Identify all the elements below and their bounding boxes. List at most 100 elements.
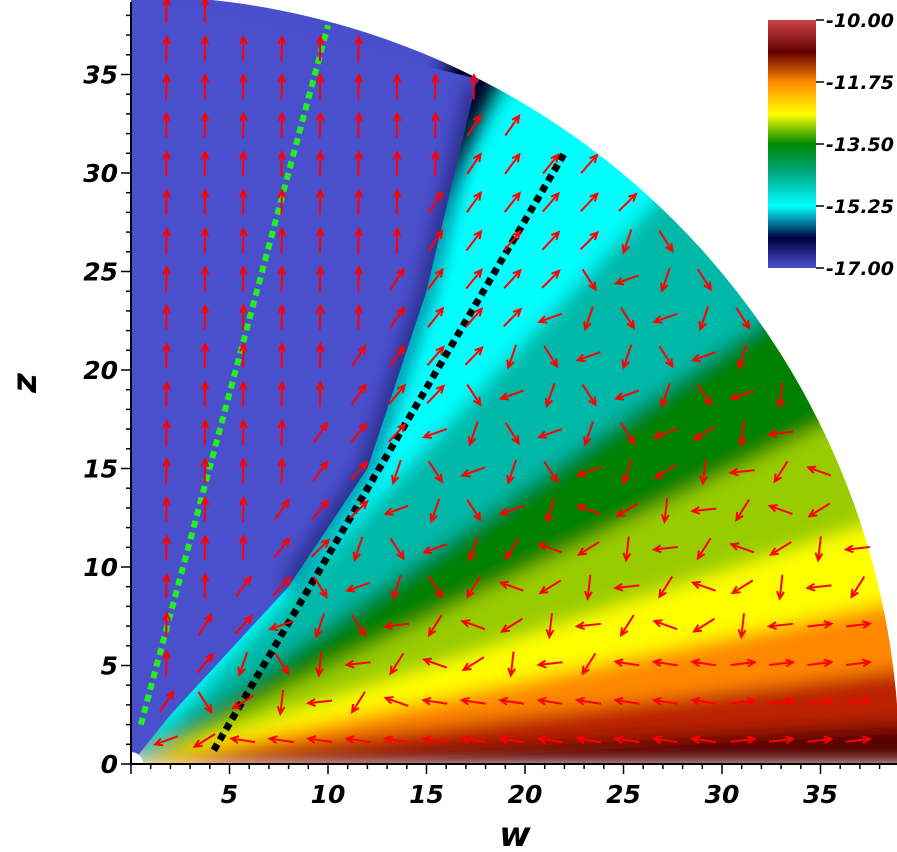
vector-arrow bbox=[692, 617, 715, 633]
vector-arrow bbox=[807, 620, 834, 629]
vector-arrow bbox=[421, 735, 448, 744]
x-tick-label: 25 bbox=[606, 780, 641, 809]
vector-arrow bbox=[345, 581, 371, 593]
vector-arrow bbox=[461, 656, 485, 672]
vector-arrow bbox=[354, 265, 364, 292]
vector-arrow bbox=[581, 383, 597, 407]
vector-arrow bbox=[466, 190, 483, 213]
vector-arrow bbox=[807, 696, 834, 706]
vector-arrow bbox=[498, 389, 524, 401]
vector-arrow bbox=[277, 73, 287, 100]
vector-arrow bbox=[613, 658, 640, 668]
vector-arrow bbox=[807, 658, 834, 668]
vector-arrow bbox=[730, 696, 757, 706]
vector-arrow bbox=[845, 735, 873, 745]
x-tick-label: 15 bbox=[409, 780, 444, 809]
vector-arrow bbox=[466, 113, 482, 137]
vector-arrow bbox=[344, 735, 371, 744]
vector-arrow bbox=[349, 460, 369, 482]
vector-arrow bbox=[354, 34, 364, 61]
vector-arrow bbox=[162, 572, 171, 599]
vector-arrow bbox=[277, 303, 287, 330]
colorbar: -10.00 -11.75 -13.50 -15.25 -17.00 bbox=[768, 10, 894, 280]
vector-arrow bbox=[459, 696, 486, 706]
vector-arrow bbox=[503, 268, 522, 289]
vector-arrow bbox=[690, 351, 716, 363]
vector-arrow bbox=[277, 457, 287, 484]
vector-arrow bbox=[500, 617, 523, 633]
colorbar-tick-label: -17.00 bbox=[826, 258, 894, 280]
colorbar-tick-label: -10.00 bbox=[826, 10, 894, 32]
vector-arrow bbox=[537, 542, 563, 554]
vector-arrow bbox=[583, 421, 594, 447]
vector-arrow bbox=[658, 230, 674, 253]
vector-arrow bbox=[541, 230, 561, 251]
vector-arrow bbox=[315, 34, 325, 61]
vector-arrow bbox=[613, 735, 640, 744]
vector-arrow bbox=[428, 576, 444, 599]
vector-arrow bbox=[690, 735, 717, 744]
vector-arrow bbox=[200, 149, 210, 177]
vector-arrow bbox=[162, 0, 171, 23]
vector-arrow bbox=[392, 111, 402, 138]
y-tick-label: 5 bbox=[101, 652, 118, 681]
vector-arrow bbox=[200, 380, 210, 407]
vector-arrow bbox=[350, 421, 368, 444]
vector-arrow bbox=[729, 542, 755, 554]
vector-arrow bbox=[314, 613, 325, 639]
vector-arrow bbox=[388, 383, 407, 405]
vector-arrow bbox=[651, 696, 678, 706]
vector-arrow bbox=[268, 620, 294, 631]
vector-arrow bbox=[542, 153, 560, 175]
vector-arrow bbox=[579, 230, 600, 251]
funnel-edge bbox=[284, 83, 481, 590]
vector-arrow bbox=[312, 576, 328, 599]
vector-arrow bbox=[651, 544, 678, 554]
vector-arrow bbox=[200, 111, 210, 138]
vector-arrow bbox=[621, 344, 633, 370]
vector-arrow bbox=[277, 265, 287, 292]
vector-arrow bbox=[431, 111, 440, 138]
vector-arrow bbox=[421, 428, 448, 439]
vector-arrow bbox=[315, 73, 325, 100]
vector-arrow bbox=[354, 188, 364, 215]
vector-arrow bbox=[315, 651, 324, 678]
vector-arrow bbox=[653, 464, 677, 480]
vector-arrow bbox=[807, 502, 831, 518]
vector-arrow bbox=[162, 495, 171, 522]
vector-arrow bbox=[277, 111, 287, 138]
vector-arrow bbox=[737, 613, 747, 640]
vector-arrow bbox=[426, 384, 446, 405]
vector-arrow bbox=[698, 306, 710, 332]
vector-arrow bbox=[392, 149, 402, 177]
vector-arrow bbox=[277, 341, 287, 369]
vector-arrow bbox=[845, 696, 873, 706]
colorbar-tick-label: -13.50 bbox=[826, 134, 894, 156]
vector-arrow bbox=[613, 696, 640, 706]
vector-arrow bbox=[773, 460, 789, 484]
vector-arrow bbox=[466, 383, 482, 407]
vector-arrow bbox=[427, 229, 444, 252]
vector-arrow bbox=[652, 619, 678, 631]
vector-arrow bbox=[277, 188, 287, 215]
vector-arrow bbox=[162, 303, 171, 330]
field-band-lime bbox=[131, 409, 897, 764]
vector-arrow bbox=[575, 466, 601, 478]
vector-arrow bbox=[536, 659, 563, 669]
vector-arrow bbox=[469, 73, 479, 100]
vector-arrow bbox=[690, 696, 717, 706]
vector-arrow bbox=[652, 312, 678, 324]
vector-arrow bbox=[465, 268, 483, 290]
vector-arrow bbox=[730, 579, 754, 595]
vector-arrow bbox=[503, 230, 522, 251]
vector-arrow bbox=[766, 429, 794, 438]
vector-arrow bbox=[235, 575, 252, 597]
vector-arrow bbox=[200, 226, 210, 253]
vector-arrow bbox=[239, 533, 248, 561]
vector-arrow bbox=[162, 533, 171, 561]
vector-arrow bbox=[580, 192, 599, 212]
vector-arrow bbox=[391, 459, 402, 485]
colorbar-tick-label: -15.25 bbox=[826, 196, 894, 218]
vector-arrow bbox=[660, 267, 671, 293]
vector-arrow bbox=[305, 735, 333, 744]
